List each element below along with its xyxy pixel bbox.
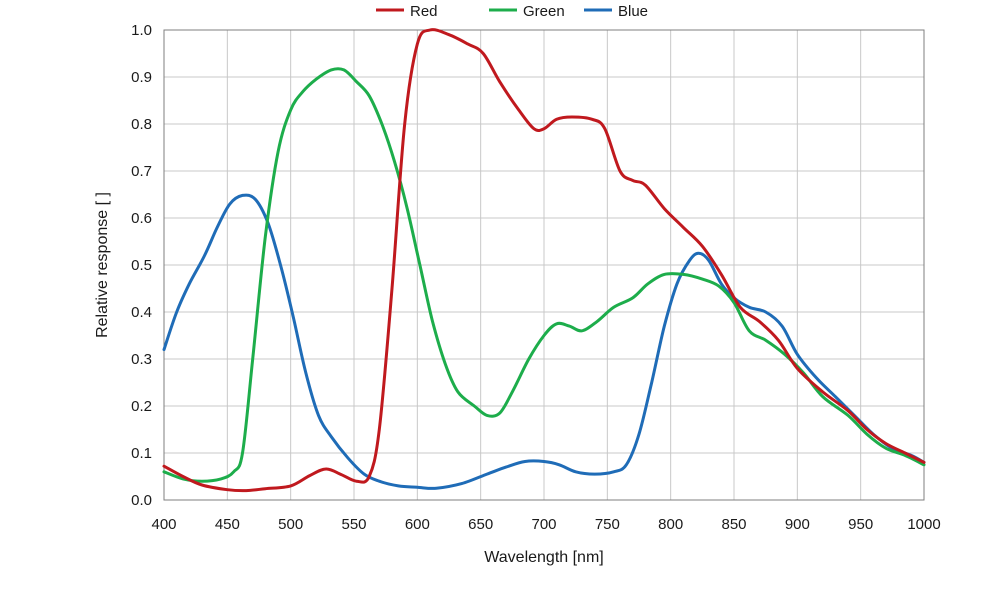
- y-tick-label-8: 0.8: [131, 116, 152, 133]
- y-axis-ticks: 0.0 0.1 0.2 0.3 0.4 0.5 0.6 0.7 0.8 0.9 1.0: [131, 22, 152, 509]
- y-tick-label-9: 0.9: [131, 69, 152, 86]
- y-tick-label-3: 0.3: [131, 351, 152, 368]
- x-tick-label-1: 450: [215, 516, 240, 533]
- series-line-blue: [162, 193, 926, 490]
- x-axis-ticks: 400 450 500 550 600 650 700 750 800 850 900 950 1000: [151, 516, 940, 533]
- y-tick-label-10: 1.0: [131, 22, 152, 39]
- x-tick-label-6: 700: [531, 516, 556, 533]
- x-tick-label-8: 800: [658, 516, 683, 533]
- x-tick-label-5: 650: [468, 516, 493, 533]
- y-tick-label-2: 0.2: [131, 398, 152, 415]
- x-tick-label-11: 950: [848, 516, 873, 533]
- legend-label-red: Red: [410, 3, 438, 20]
- x-tick-label-0: 400: [151, 516, 176, 533]
- legend: Red Green Blue: [376, 3, 648, 20]
- series-lines: [162, 28, 926, 493]
- grid-lines: [163, 29, 925, 501]
- x-tick-label-10: 900: [785, 516, 810, 533]
- x-axis-title: Wavelength [nm]: [484, 549, 603, 566]
- x-tick-label-4: 600: [405, 516, 430, 533]
- y-tick-label-0: 0.0: [131, 492, 152, 509]
- legend-label-green: Green: [523, 3, 565, 20]
- series-line-red: [162, 28, 926, 493]
- x-tick-label-7: 750: [595, 516, 620, 533]
- legend-label-blue: Blue: [618, 3, 648, 20]
- y-tick-label-7: 0.7: [131, 163, 152, 180]
- y-tick-label-5: 0.5: [131, 257, 152, 274]
- x-tick-label-2: 500: [278, 516, 303, 533]
- y-tick-label-4: 0.4: [131, 304, 152, 321]
- y-tick-label-1: 0.1: [131, 445, 152, 462]
- series-line-green: [162, 67, 926, 483]
- x-tick-label-12: 1000: [907, 516, 940, 533]
- y-axis-title: Relative response [ ]: [94, 192, 111, 338]
- y-tick-label-6: 0.6: [131, 210, 152, 227]
- x-tick-label-3: 550: [341, 516, 366, 533]
- plot-area: [163, 29, 925, 501]
- x-tick-label-9: 850: [721, 516, 746, 533]
